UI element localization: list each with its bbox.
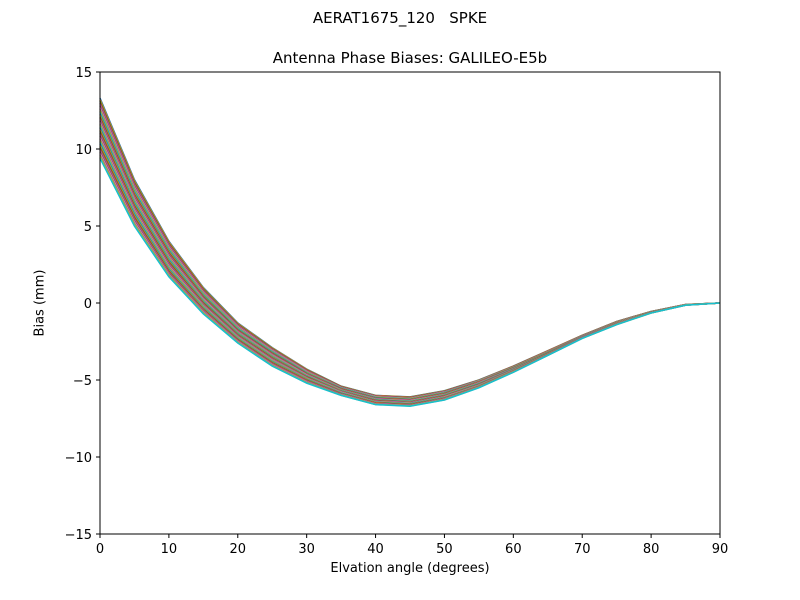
bias-curve (99, 138, 721, 405)
bias-curve (99, 122, 721, 402)
chart-title: Antenna Phase Biases: GALILEO-E5b (272, 49, 548, 67)
x-tick-label: 10 (161, 542, 178, 557)
bias-curve (99, 119, 721, 402)
bias-curve (99, 97, 721, 398)
bias-curve (99, 108, 721, 400)
x-tick-label: 40 (367, 542, 384, 557)
bias-curve (99, 107, 721, 400)
bias-curve (99, 124, 721, 403)
y-axis-label: Bias (mm) (32, 269, 48, 337)
y-tick-label: −10 (65, 451, 92, 466)
bias-curve (99, 112, 721, 400)
y-tick-label: 5 (84, 220, 92, 235)
x-tick-label: 90 (712, 542, 729, 557)
x-tick-label: 30 (298, 542, 315, 557)
bias-curve (99, 131, 721, 404)
x-tick-label: 50 (436, 542, 453, 557)
x-axis-label: Elvation angle (degrees) (330, 561, 490, 576)
x-tick-label: 20 (230, 542, 247, 557)
bias-curve (99, 120, 721, 402)
bias-curve (99, 116, 721, 401)
bias-curve (99, 135, 721, 404)
y-axis-ticks: −15 −10 −5 0 5 10 15 (65, 66, 100, 543)
bias-curve (99, 134, 721, 404)
bias-curves (99, 97, 721, 408)
bias-curve (99, 127, 721, 403)
bias-curve (99, 117, 721, 401)
x-axis-ticks: 0 10 20 30 40 50 60 70 80 90 (96, 534, 728, 557)
y-tick-label: 0 (84, 297, 92, 312)
y-tick-label: 15 (75, 66, 92, 81)
y-tick-label: 10 (75, 143, 92, 158)
x-tick-label: 80 (643, 542, 660, 557)
x-tick-label: 60 (505, 542, 522, 557)
bias-curve (99, 100, 721, 399)
bias-curve (99, 137, 721, 404)
figure-suptitle: AERAT1675_120 SPKE (312, 9, 488, 27)
y-tick-label: −15 (65, 528, 92, 543)
bias-curve (99, 126, 721, 403)
bias-curve (99, 123, 721, 402)
bias-curve (99, 129, 721, 403)
bias-curve (99, 115, 721, 401)
bias-curve (99, 104, 721, 399)
bias-curve (99, 110, 721, 400)
bias-curve (99, 99, 721, 399)
y-tick-label: −5 (73, 374, 92, 389)
x-tick-label: 0 (96, 542, 104, 557)
x-tick-label: 70 (574, 542, 591, 557)
bias-curve (99, 102, 721, 399)
bias-curve (99, 157, 721, 408)
bias-curve (99, 105, 721, 399)
bias-curve (99, 140, 721, 405)
bias-curve (99, 113, 721, 401)
bias-curve (99, 132, 721, 404)
